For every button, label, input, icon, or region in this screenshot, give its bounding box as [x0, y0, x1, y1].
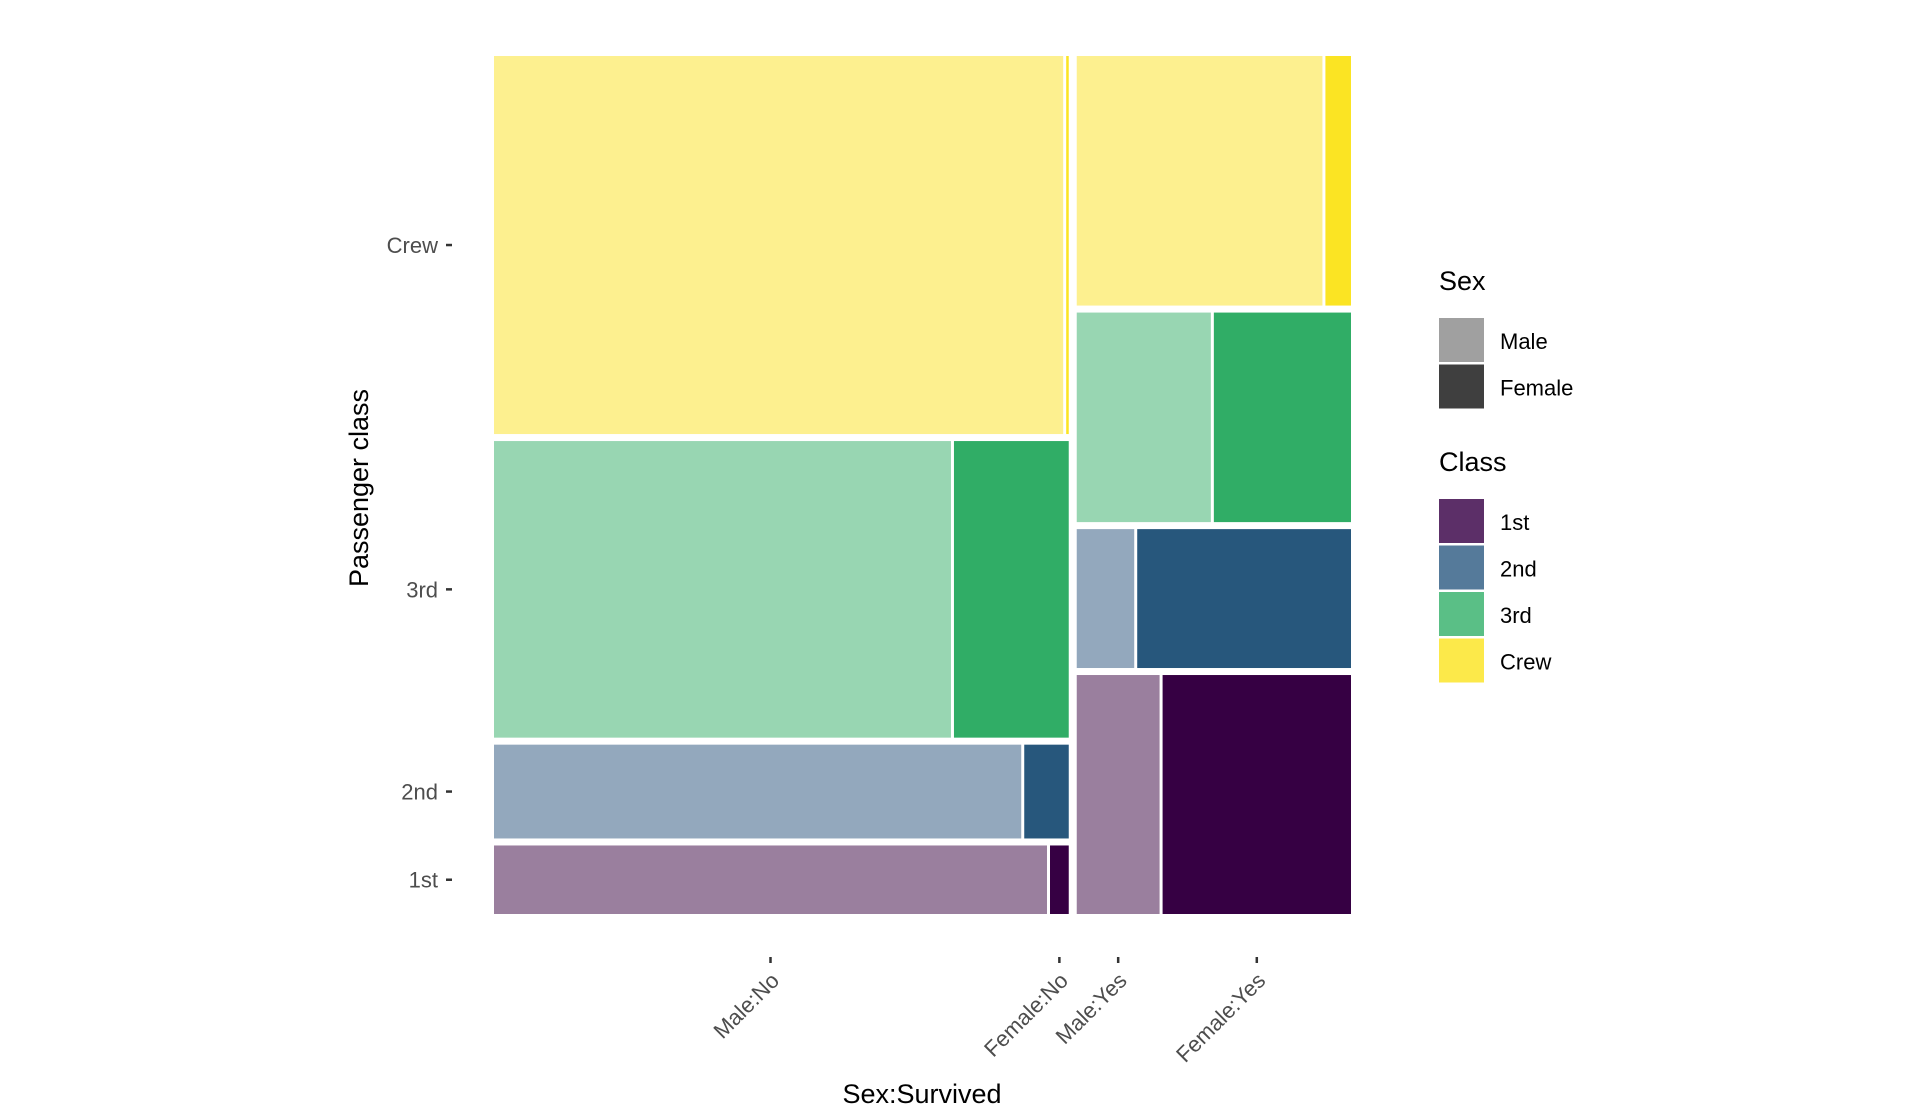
tile-female-yes-1st — [1162, 675, 1351, 914]
y-axis-title: Passenger class — [344, 389, 374, 587]
x-tick-label-male-no: Male:No — [708, 968, 784, 1044]
legend-key-class-3rd — [1439, 592, 1484, 636]
legend-key-class-crew — [1439, 638, 1484, 683]
x-axis-title: Sex:Survived — [842, 1079, 1001, 1109]
y-tick-label-3rd: 3rd — [406, 577, 438, 602]
tile-female-no-1st — [1050, 845, 1069, 914]
tile-female-no-crew — [1066, 56, 1069, 435]
y-tick-label-2nd: 2nd — [401, 780, 438, 805]
tile-male-yes-3rd — [1076, 312, 1211, 523]
legends: Sex Male Female Class 1st 2nd 3rd Crew — [1439, 266, 1573, 683]
tile-male-no-3rd — [494, 441, 951, 738]
tile-female-yes-3rd — [1213, 312, 1351, 523]
legend-title-sex: Sex — [1439, 266, 1486, 296]
legend-label-class-3rd: 3rd — [1500, 603, 1532, 628]
tile-female-no-3rd — [953, 441, 1069, 738]
y-tick-label-crew: Crew — [387, 233, 438, 258]
tile-female-yes-crew — [1325, 56, 1351, 306]
tile-male-yes-2nd — [1076, 529, 1135, 669]
plot-tiles — [494, 56, 1351, 914]
legend-key-class-2nd — [1439, 545, 1484, 590]
tile-male-no-crew — [494, 56, 1064, 435]
legend-key-sex-male — [1439, 318, 1484, 362]
tile-female-no-2nd — [1024, 744, 1069, 839]
legend-key-sex-female — [1439, 364, 1484, 409]
y-tick-label-1st: 1st — [409, 868, 438, 893]
tile-male-yes-1st — [1076, 675, 1160, 914]
legend-label-class-1st: 1st — [1500, 510, 1529, 535]
legend-label-class-crew: Crew — [1500, 650, 1551, 675]
tile-female-yes-2nd — [1137, 529, 1351, 669]
tile-male-yes-crew — [1076, 56, 1323, 306]
x-tick-label-female-yes: Female:Yes — [1171, 968, 1270, 1067]
tile-male-no-1st — [494, 845, 1047, 914]
tile-male-no-2nd — [494, 744, 1022, 839]
legend-label-sex-female: Female — [1500, 376, 1573, 401]
x-tick-label-female-no: Female:No — [979, 968, 1073, 1062]
legend-key-class-1st — [1439, 499, 1484, 543]
legend-title-class: Class — [1439, 447, 1507, 477]
legend-label-class-2nd: 2nd — [1500, 557, 1537, 582]
legend-label-sex-male: Male — [1500, 329, 1548, 354]
y-axis: 1st 2nd 3rd Crew — [387, 233, 452, 893]
